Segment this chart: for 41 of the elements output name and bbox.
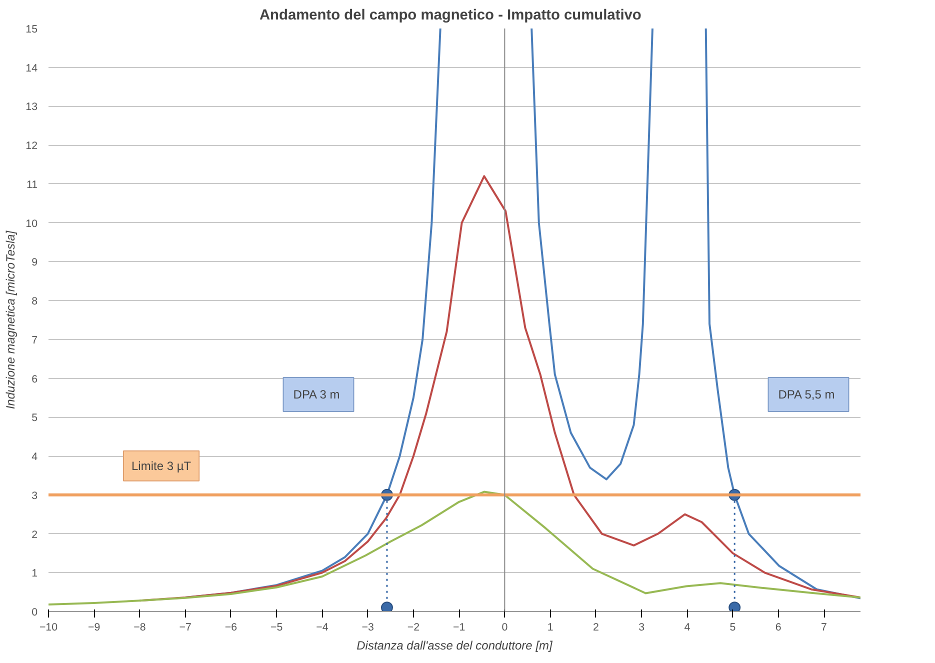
y-tick-label: 7 xyxy=(32,334,38,346)
y-tick-label: 9 xyxy=(32,256,38,269)
x-axis-title: Distanza dall'asse del conduttore [m] xyxy=(356,638,554,652)
y-tick-label: 10 xyxy=(26,218,38,230)
y-tick-label: 0 xyxy=(32,606,38,618)
x-tick-label: 3 xyxy=(638,622,645,634)
x-tick-label: 4 xyxy=(684,622,690,634)
x-tick-label: −1 xyxy=(452,622,466,634)
x-tick-label: 1 xyxy=(547,622,554,634)
x-tick-label: 5 xyxy=(730,622,736,634)
x-tick-label: −4 xyxy=(316,622,328,634)
x-tick-label: −3 xyxy=(362,622,374,634)
x-tick-label: 2 xyxy=(592,622,599,634)
y-tick-label: 12 xyxy=(26,140,38,152)
x-tick-label: −9 xyxy=(88,622,100,634)
y-tick-label: 3 xyxy=(32,490,38,502)
x-tick-label: −7 xyxy=(179,622,192,634)
y-tick-label: 5 xyxy=(32,412,38,424)
ref-line-label: Limite 3 µT xyxy=(132,458,192,473)
y-tick-label: 11 xyxy=(26,178,38,191)
annotation: DPA 5,5 m xyxy=(778,388,835,402)
x-tick-label: −6 xyxy=(224,622,238,634)
x-tick-label: −10 xyxy=(39,622,58,634)
x-tick-label: −5 xyxy=(270,622,283,634)
y-tick-label: 4 xyxy=(32,451,38,464)
y-tick-label: 15 xyxy=(26,24,38,36)
y-tick-label: 1 xyxy=(32,568,38,580)
y-tick-label: 6 xyxy=(32,373,38,386)
x-tick-label: 7 xyxy=(821,622,828,634)
x-tick-label: 0 xyxy=(502,622,508,634)
y-tick-label: 14 xyxy=(26,62,38,74)
chart-title: Andamento del campo magnetico - Impatto cumulativo xyxy=(259,8,642,24)
y-axis-title: Induzione magnetica [microTesla] xyxy=(4,230,18,410)
x-tick-label: −8 xyxy=(134,622,146,634)
y-tick-label: 13 xyxy=(26,101,38,114)
x-tick-label: −2 xyxy=(407,622,420,634)
annotation: DPA 3 m xyxy=(293,388,340,402)
x-tick-label: 6 xyxy=(775,622,782,634)
y-tick-label: 2 xyxy=(32,528,38,541)
line-series xyxy=(48,490,860,606)
y-tick-label: 8 xyxy=(32,296,38,308)
